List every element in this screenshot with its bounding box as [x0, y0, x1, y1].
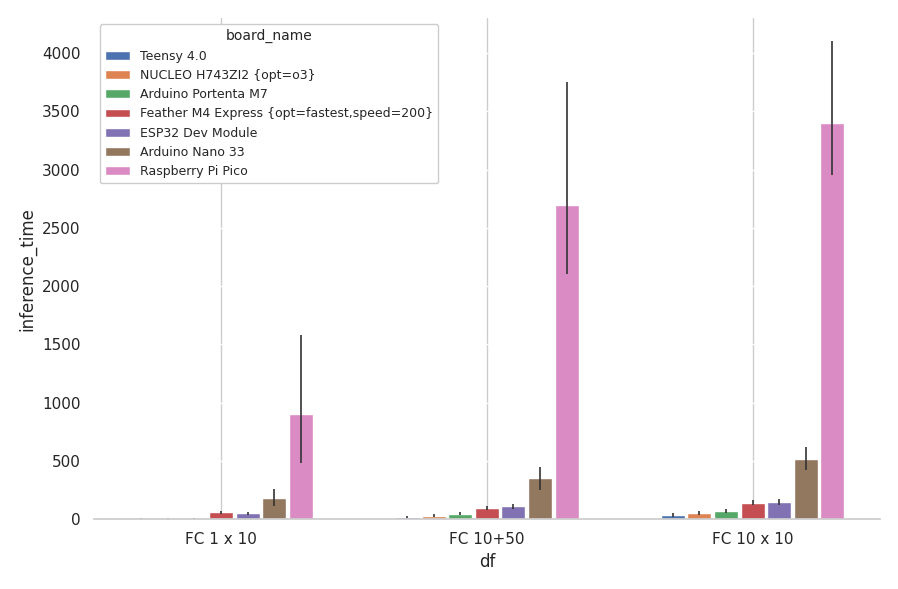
Bar — [528, 478, 552, 519]
Bar — [821, 123, 844, 519]
Bar — [501, 507, 525, 519]
Bar — [661, 515, 685, 519]
Legend: Teensy 4.0, NUCLEO H743ZI2 {opt=o3}, Arduino Portenta M7, Feather M4 Express {op: Teensy 4.0, NUCLEO H743ZI2 {opt=o3}, Ard… — [100, 24, 438, 183]
Bar — [767, 502, 791, 519]
Bar — [475, 508, 498, 519]
Bar — [448, 514, 472, 519]
Bar — [182, 518, 207, 519]
Bar — [555, 204, 578, 519]
Bar — [688, 513, 711, 519]
Bar — [794, 459, 818, 519]
Bar — [289, 414, 313, 519]
Bar — [235, 513, 260, 519]
X-axis label: df: df — [479, 553, 495, 571]
Bar — [209, 512, 233, 519]
Bar — [156, 518, 180, 519]
Y-axis label: inference_time: inference_time — [18, 207, 36, 330]
Bar — [741, 503, 764, 519]
Bar — [714, 511, 738, 519]
Bar — [422, 516, 445, 519]
Bar — [262, 498, 286, 519]
Bar — [395, 517, 419, 519]
